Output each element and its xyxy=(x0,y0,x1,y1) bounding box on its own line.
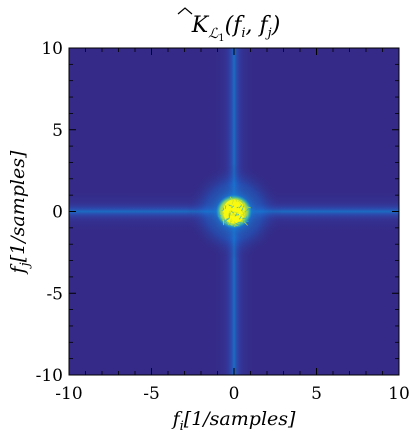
peak-speckle-mark xyxy=(236,198,238,202)
y-label-var: f xyxy=(7,263,29,275)
title-symbol: K xyxy=(191,13,210,38)
peak-speckle-mark xyxy=(241,205,245,212)
peak-speckle-mark xyxy=(232,224,236,227)
peak-speckle-mark xyxy=(237,200,242,203)
title-close: ) xyxy=(271,13,281,38)
peak-speckle-mark xyxy=(239,215,242,220)
peak-speckle-mark xyxy=(222,207,225,210)
peak-speckle-mark xyxy=(240,212,246,216)
peak-speckle-mark xyxy=(234,198,237,201)
peak-speckle-mark xyxy=(234,211,239,214)
peak-speckle-mark xyxy=(241,217,244,221)
y-label-sub: j xyxy=(18,262,33,269)
x-label-sub: i xyxy=(180,419,184,434)
peak-speckle-mark xyxy=(218,211,221,217)
x-tick-label: 5 xyxy=(311,384,322,404)
peak-speckle-mark xyxy=(238,222,242,227)
peak-speckle-mark xyxy=(223,219,228,224)
peak-speckle-mark xyxy=(234,213,238,217)
peak-speckle-mark xyxy=(240,205,244,208)
y-axis-label: fj[1/samples] xyxy=(7,150,33,275)
axis-ticks: -10 -5 0 5 10 -10 -5 0 5 10 xyxy=(36,39,410,404)
title-subscript: ℒ xyxy=(208,26,219,42)
peak-speckle-mark xyxy=(230,223,236,226)
title-sep: , f xyxy=(246,13,272,38)
peak-speckle-mark xyxy=(233,221,237,226)
peak-speckle-mark xyxy=(221,209,225,211)
y-tick-label: 10 xyxy=(41,39,63,59)
title-arg2-sub: j xyxy=(265,26,272,41)
title-arg1-sub: i xyxy=(241,26,245,41)
peak-speckle-mark xyxy=(228,213,231,219)
x-tick-label: -10 xyxy=(55,384,82,404)
peak-speckle-mark xyxy=(229,196,233,201)
peak-core xyxy=(223,199,245,224)
peak-speckle-mark xyxy=(231,205,235,209)
peak-speckle-mark xyxy=(247,206,251,209)
title-args: (f xyxy=(225,13,246,38)
y-tick-label: -10 xyxy=(36,366,63,386)
y-tick-label: -5 xyxy=(46,284,63,304)
peak-speckle-mark xyxy=(223,218,229,223)
peak-speckle-mark xyxy=(219,216,221,220)
peak-speckle-mark xyxy=(236,206,239,209)
x-tick-label: 10 xyxy=(388,384,410,404)
peak-speckle-mark xyxy=(243,202,246,205)
peak-speckle-mark xyxy=(239,202,243,206)
y-tick-label: 5 xyxy=(52,121,63,141)
peak-speckle-mark xyxy=(244,210,247,214)
y-tick-label: 0 xyxy=(52,203,63,223)
x-label-var: f xyxy=(171,408,183,430)
peak-speckle-mark xyxy=(242,206,245,213)
x-axis-label: fi[1/samples] xyxy=(171,408,296,434)
peak-speckle-mark xyxy=(229,218,232,223)
peak-speckle-mark xyxy=(245,216,247,221)
peak-speckle-mark xyxy=(228,222,230,226)
title-subscript2: 1 xyxy=(218,33,224,44)
peak-speckle-mark xyxy=(223,204,228,207)
peak-speckle-mark xyxy=(229,214,236,216)
peak-speckle-mark xyxy=(235,214,240,216)
peak-speckle xyxy=(217,196,251,227)
peak-speckle-mark xyxy=(243,203,246,206)
peak-speckle-mark xyxy=(231,200,234,205)
peak-speckle-mark xyxy=(235,222,239,225)
peak-speckle-mark xyxy=(230,210,235,213)
peak-speckle-mark xyxy=(227,211,231,217)
x-tick-label: -5 xyxy=(143,384,160,404)
y-label-unit: [1/samples] xyxy=(7,150,29,262)
chart-title: Kℒ1(fi, fj) xyxy=(191,13,281,44)
title-hat-mark xyxy=(177,7,193,15)
x-tick-label: 0 xyxy=(229,384,240,404)
peak-speckle-mark xyxy=(228,204,233,207)
peak-speckle-mark xyxy=(243,221,248,226)
peak-speckle-mark xyxy=(222,212,224,215)
x-label-unit: [1/samples] xyxy=(184,408,296,430)
heatmap-plot-area xyxy=(68,47,400,376)
